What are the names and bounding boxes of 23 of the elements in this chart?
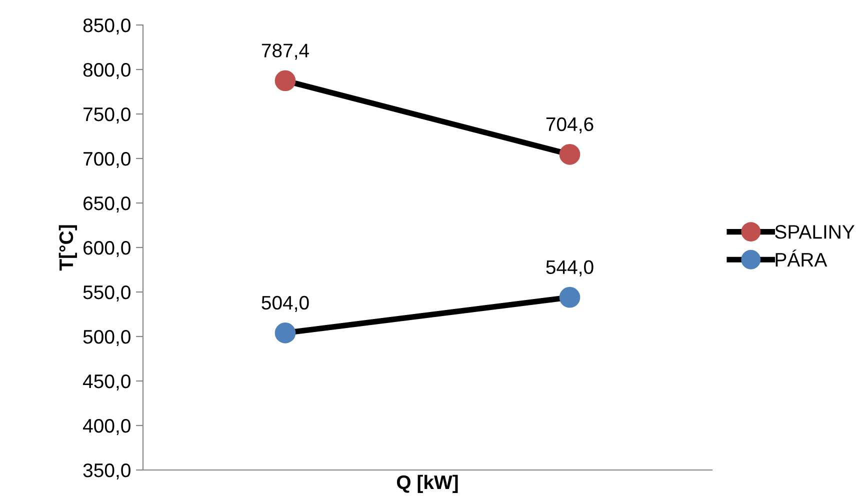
point — [559, 286, 580, 308]
point — [274, 322, 296, 344]
y-tick-label: 450,0 — [82, 374, 130, 391]
legend-label: SPALINY — [775, 225, 854, 239]
data-label: 787,4 — [262, 44, 310, 60]
point — [559, 144, 580, 165]
y-tick-label: 400,0 — [82, 418, 130, 436]
data-label: 544,0 — [546, 260, 594, 276]
y-tick-label: 650,0 — [84, 196, 130, 213]
y-tick-label: 600,0 — [84, 240, 130, 258]
x-axis-title: Q [kW] — [396, 474, 458, 493]
y-tick-label: 500,0 — [83, 330, 130, 346]
legend-label: PÁRA — [776, 250, 828, 266]
y-tick-label: 550,0 — [83, 285, 130, 302]
y-axis-title: T[°C] — [58, 225, 77, 271]
y-tick-label: 800,0 — [83, 62, 130, 80]
y-tick-label: 700,0 — [84, 152, 130, 168]
data-label: 704,6 — [546, 117, 594, 134]
data-label: 504,0 — [262, 296, 309, 312]
point — [274, 70, 296, 92]
y-tick-label: 750,0 — [84, 107, 130, 124]
y-tick-label: 350,0 — [83, 463, 130, 480]
y-tick-label: 850,0 — [83, 18, 130, 35]
